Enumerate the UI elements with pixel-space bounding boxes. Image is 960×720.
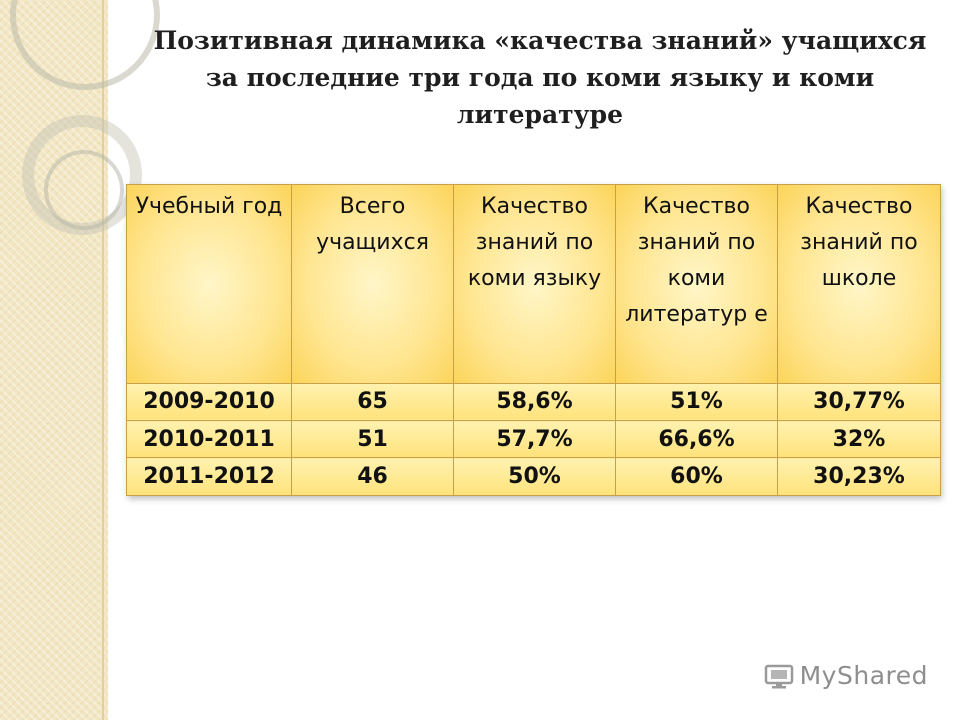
band-edge-line	[102, 0, 104, 720]
watermark-text: MyShared	[799, 661, 928, 690]
results-table-container: Учебный год Всего учащихся Качество знан…	[126, 184, 941, 496]
cell-quality-literature: 51%	[615, 382, 778, 422]
cell-total-students: 65	[291, 382, 454, 422]
cell-year: 2010-2011	[126, 420, 292, 459]
myshared-logo-icon	[764, 664, 793, 688]
cell-quality-language: 50%	[453, 457, 616, 496]
results-table: Учебный год Всего учащихся Качество знан…	[126, 184, 941, 496]
cell-quality-language: 57,7%	[453, 420, 616, 459]
cell-year: 2009-2010	[126, 382, 292, 422]
cell-year: 2011-2012	[126, 457, 292, 496]
table-row: 2010-2011 51 57,7% 66,6% 32%	[126, 420, 941, 459]
table-header-row: Учебный год Всего учащихся Качество знан…	[126, 184, 941, 384]
header-total-students: Всего учащихся	[291, 184, 454, 384]
header-quality-komi-language: Качество знаний по коми языку	[453, 184, 616, 384]
header-quality-komi-literature: Качество знаний по коми литератур е	[615, 184, 778, 384]
myshared-watermark[interactable]: MyShared	[764, 661, 928, 690]
cell-quality-literature: 60%	[615, 457, 778, 496]
band-edge-line-inner	[106, 0, 107, 720]
cell-total-students: 51	[291, 420, 454, 459]
decorative-ring	[44, 150, 124, 230]
cell-total-students: 46	[291, 457, 454, 496]
cell-quality-school: 32%	[777, 420, 941, 459]
slide-title: Позитивная динамика «качества знаний» уч…	[153, 26, 927, 129]
header-quality-school: Качество знаний по школе	[777, 184, 941, 384]
header-academic-year: Учебный год	[126, 184, 292, 384]
cell-quality-school: 30,23%	[777, 457, 941, 496]
cell-quality-school: 30,77%	[777, 382, 941, 422]
table-row: 2009-2010 65 58,6% 51% 30,77%	[126, 382, 941, 422]
decorative-band	[0, 0, 108, 720]
table-row: 2011-2012 46 50% 60% 30,23%	[126, 457, 941, 496]
cell-quality-literature: 66,6%	[615, 420, 778, 459]
cell-quality-language: 58,6%	[453, 382, 616, 422]
